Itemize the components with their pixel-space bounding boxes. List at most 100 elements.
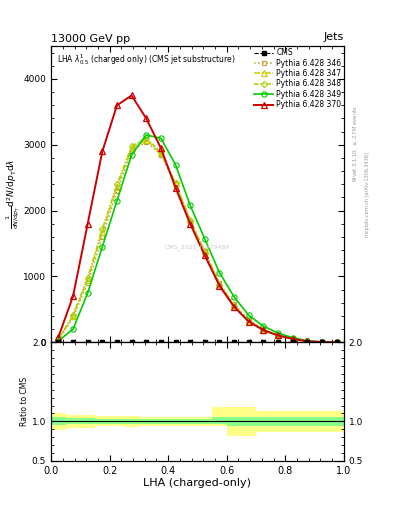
Pythia 6.428 349: [232, 294, 237, 300]
Pythia 6.428 346: [56, 336, 61, 343]
Pythia 6.428 346: [290, 336, 295, 342]
Pythia 6.428 370: [188, 221, 193, 227]
Pythia 6.428 346: [173, 181, 178, 187]
Pythia 6.428 348: [100, 226, 105, 232]
Pythia 6.428 347: [100, 229, 105, 235]
Pythia 6.428 348: [115, 181, 119, 187]
Pythia 6.428 347: [334, 339, 339, 345]
Pythia 6.428 348: [158, 149, 163, 155]
Pythia 6.428 349: [334, 339, 339, 345]
Pythia 6.428 370: [334, 339, 339, 345]
Pythia 6.428 348: [275, 332, 280, 338]
Pythia 6.428 349: [275, 330, 280, 336]
Pythia 6.428 347: [85, 276, 90, 283]
Pythia 6.428 346: [115, 188, 119, 194]
Pythia 6.428 348: [305, 338, 310, 345]
CMS: [334, 338, 339, 345]
Line: CMS: CMS: [56, 339, 339, 344]
Pythia 6.428 346: [85, 280, 90, 286]
CMS: [158, 338, 163, 345]
Pythia 6.428 346: [320, 339, 324, 345]
CMS: [129, 338, 134, 345]
Pythia 6.428 349: [173, 161, 178, 167]
Pythia 6.428 370: [275, 332, 280, 338]
Text: LHA $\lambda^1_{0.5}$ (charged only) (CMS jet substructure): LHA $\lambda^1_{0.5}$ (charged only) (CM…: [57, 52, 235, 67]
Pythia 6.428 348: [290, 336, 295, 342]
Pythia 6.428 370: [290, 336, 295, 342]
Pythia 6.428 346: [188, 218, 193, 224]
Pythia 6.428 346: [217, 280, 222, 286]
Pythia 6.428 370: [246, 318, 251, 325]
Pythia 6.428 349: [188, 202, 193, 208]
Line: Pythia 6.428 370: Pythia 6.428 370: [55, 92, 340, 346]
Text: 13000 GeV pp: 13000 GeV pp: [51, 34, 130, 44]
Line: Pythia 6.428 349: Pythia 6.428 349: [56, 132, 339, 345]
Pythia 6.428 347: [290, 336, 295, 342]
CMS: [261, 338, 266, 345]
CMS: [202, 338, 207, 345]
Pythia 6.428 346: [275, 332, 280, 338]
Pythia 6.428 349: [261, 323, 266, 329]
Text: Jets: Jets: [323, 32, 344, 41]
Legend: CMS, Pythia 6.428 346, Pythia 6.428 347, Pythia 6.428 348, Pythia 6.428 349, Pyt: CMS, Pythia 6.428 346, Pythia 6.428 347,…: [253, 48, 342, 110]
Pythia 6.428 349: [56, 338, 61, 344]
Pythia 6.428 348: [246, 318, 251, 325]
CMS: [305, 338, 310, 345]
Pythia 6.428 346: [202, 248, 207, 254]
Pythia 6.428 370: [320, 339, 324, 345]
Pythia 6.428 349: [100, 244, 105, 250]
Pythia 6.428 347: [232, 302, 237, 308]
Pythia 6.428 348: [334, 339, 339, 345]
Text: Rivet 3.1.10, $\geq$ 2.7M events: Rivet 3.1.10, $\geq$ 2.7M events: [352, 105, 359, 182]
Pythia 6.428 370: [71, 293, 75, 300]
Pythia 6.428 346: [232, 301, 237, 307]
Pythia 6.428 349: [305, 338, 310, 344]
CMS: [217, 338, 222, 345]
Line: Pythia 6.428 346: Pythia 6.428 346: [56, 139, 339, 345]
Y-axis label: $\frac{1}{\mathrm{d}N/\mathrm{d}p_\mathrm{T}}\mathrm{d}^2N/\mathrm{d}p_\mathrm{T: $\frac{1}{\mathrm{d}N/\mathrm{d}p_\mathr…: [4, 159, 22, 229]
Pythia 6.428 370: [129, 92, 134, 98]
Line: Pythia 6.428 348: Pythia 6.428 348: [56, 136, 339, 345]
Pythia 6.428 347: [261, 327, 266, 333]
Pythia 6.428 346: [100, 234, 105, 240]
CMS: [71, 338, 75, 345]
CMS: [188, 338, 193, 345]
Pythia 6.428 370: [261, 327, 266, 333]
Pythia 6.428 347: [275, 332, 280, 338]
Pythia 6.428 348: [188, 218, 193, 224]
Pythia 6.428 346: [305, 338, 310, 344]
Pythia 6.428 347: [188, 217, 193, 223]
Pythia 6.428 347: [158, 151, 163, 157]
Pythia 6.428 347: [71, 313, 75, 319]
CMS: [85, 338, 90, 345]
Pythia 6.428 347: [305, 338, 310, 344]
Y-axis label: Ratio to CMS: Ratio to CMS: [20, 377, 29, 426]
Pythia 6.428 346: [334, 339, 339, 345]
Pythia 6.428 349: [71, 326, 75, 332]
Line: Pythia 6.428 347: Pythia 6.428 347: [56, 137, 339, 345]
Pythia 6.428 346: [144, 138, 149, 144]
CMS: [144, 338, 149, 345]
Pythia 6.428 370: [217, 283, 222, 289]
Pythia 6.428 370: [115, 102, 119, 109]
Pythia 6.428 370: [173, 184, 178, 190]
Pythia 6.428 348: [261, 327, 266, 333]
Pythia 6.428 347: [129, 145, 134, 151]
Text: CMS_2021_I1979489: CMS_2021_I1979489: [165, 245, 230, 250]
Pythia 6.428 349: [290, 335, 295, 341]
CMS: [275, 338, 280, 345]
CMS: [100, 338, 105, 345]
Pythia 6.428 348: [320, 339, 324, 345]
Pythia 6.428 349: [158, 135, 163, 141]
CMS: [56, 338, 61, 345]
CMS: [290, 338, 295, 345]
Pythia 6.428 348: [217, 282, 222, 288]
Pythia 6.428 349: [129, 152, 134, 158]
Pythia 6.428 370: [305, 338, 310, 345]
Pythia 6.428 346: [261, 327, 266, 333]
Pythia 6.428 370: [100, 148, 105, 155]
Pythia 6.428 347: [246, 317, 251, 324]
Pythia 6.428 349: [320, 339, 324, 345]
Pythia 6.428 347: [115, 184, 119, 190]
Pythia 6.428 349: [115, 198, 119, 204]
